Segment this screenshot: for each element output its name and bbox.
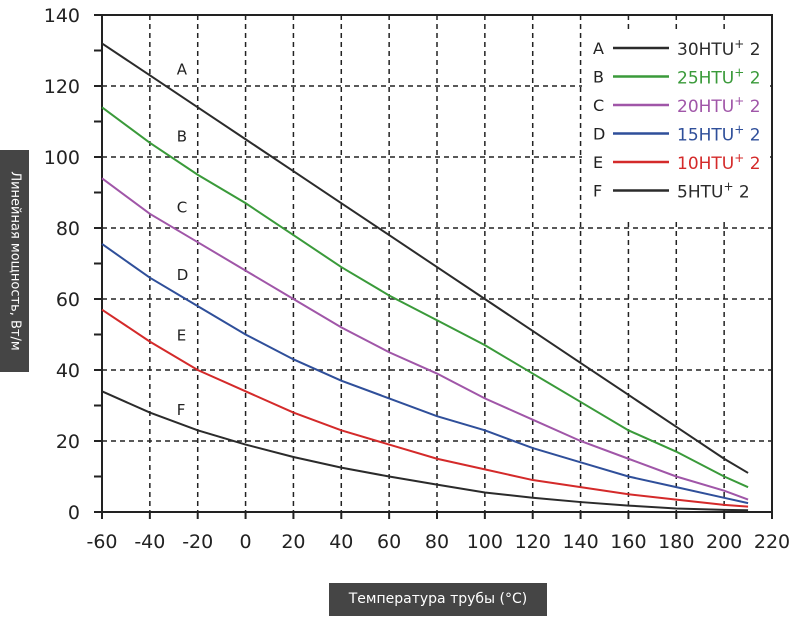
series-line-A xyxy=(101,42,749,474)
legend-label: 25HTU+ 2 xyxy=(677,66,761,89)
x-axis-label: Температура трубы (°C) xyxy=(329,583,547,616)
series-line-B xyxy=(101,106,749,489)
x-tick-label: 0 xyxy=(240,531,252,553)
legend-box xyxy=(582,32,770,218)
y-tick-label: 60 xyxy=(56,289,80,311)
legend-letter: D xyxy=(593,125,605,144)
y-tick-label: 80 xyxy=(56,218,80,240)
x-tick-label: 20 xyxy=(281,531,305,553)
x-tick-label: -60 xyxy=(86,531,117,553)
legend-letter: F xyxy=(593,182,602,201)
x-tick-label: 180 xyxy=(658,531,694,553)
y-tick-label: 40 xyxy=(56,360,80,382)
curve-label: D xyxy=(177,266,189,284)
y-tick-label: 100 xyxy=(44,147,80,169)
curve-label: B xyxy=(177,128,187,146)
legend-label: 10HTU+ 2 xyxy=(677,151,761,174)
x-tick-label: 160 xyxy=(610,531,646,553)
x-tick-label: -40 xyxy=(134,531,165,553)
series-line-D xyxy=(101,243,749,505)
curve-label: C xyxy=(177,199,187,217)
legend-letter: E xyxy=(593,153,603,172)
series-line-F xyxy=(101,390,749,512)
curve-label: E xyxy=(177,327,186,345)
y-axis-label: Линейная мощность, Вт/м xyxy=(0,150,29,372)
legend-label: 5HTU+ 2 xyxy=(677,180,750,203)
legend-label: 20HTU+ 2 xyxy=(677,94,761,117)
x-tick-label: 140 xyxy=(562,531,598,553)
x-tick-label: -20 xyxy=(182,531,213,553)
series-line-E xyxy=(101,308,749,508)
y-tick-label: 120 xyxy=(44,76,80,98)
y-tick-label: 20 xyxy=(56,431,80,453)
x-tick-label: 220 xyxy=(754,531,790,553)
legend-label: 15HTU+ 2 xyxy=(677,123,761,146)
legend-label: 30HTU+ 2 xyxy=(677,37,761,60)
y-tick-label: 0 xyxy=(68,502,80,524)
x-tick-label: 120 xyxy=(515,531,551,553)
x-tick-label: 60 xyxy=(377,531,401,553)
legend-letter: C xyxy=(593,96,604,115)
legend-letter: B xyxy=(593,68,604,87)
x-tick-label: 80 xyxy=(425,531,449,553)
curve-label: F xyxy=(177,401,186,419)
series-line-C xyxy=(101,177,749,501)
legend-letter: A xyxy=(593,39,604,58)
plot-frame xyxy=(101,14,773,513)
y-tick-label: 140 xyxy=(44,5,80,27)
x-tick-label: 200 xyxy=(706,531,742,553)
x-tick-label: 100 xyxy=(467,531,503,553)
curve-label: A xyxy=(177,60,188,78)
x-tick-label: 40 xyxy=(329,531,353,553)
y-axis-label-text: Линейная мощность, Вт/м xyxy=(7,171,22,351)
